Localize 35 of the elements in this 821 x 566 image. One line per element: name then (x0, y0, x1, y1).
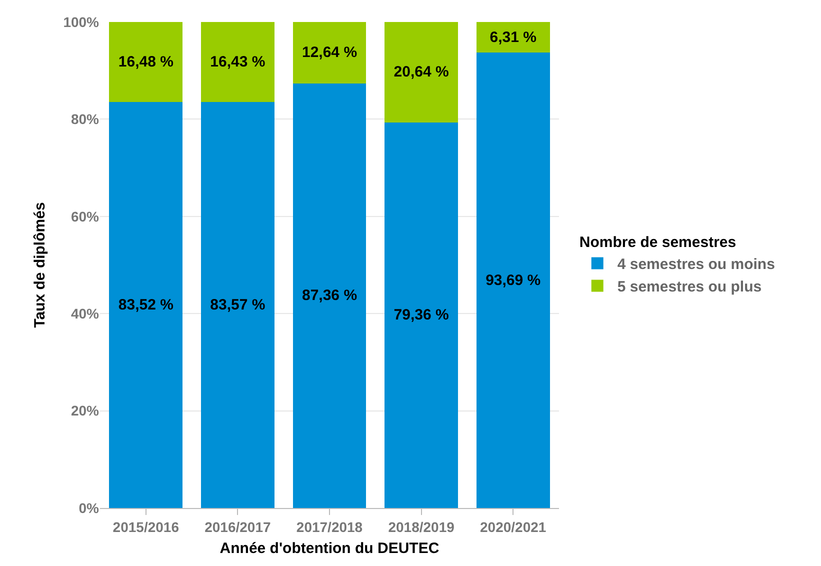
data-label: 93,69 % (486, 272, 541, 289)
data-label: 87,36 % (302, 287, 358, 304)
legend-title: Nombre de semestres (579, 234, 736, 251)
bar (200, 22, 274, 102)
y-tick-label: 40% (70, 306, 100, 322)
x-tick-label: 2016/2017 (204, 518, 271, 535)
x-tick-label: 2017/2018 (296, 518, 363, 535)
data-label: 6,31 % (490, 28, 536, 46)
bar (476, 52, 550, 508)
x-tick-label: 2020/2021 (480, 518, 546, 535)
bar (109, 22, 183, 102)
y-tick-label: 60% (70, 208, 100, 224)
y-tick-label: 20% (70, 402, 100, 419)
legend-label: 4 semestres ou moins (617, 256, 775, 274)
data-label: 16,48 % (118, 54, 174, 71)
data-label: 79,36 % (394, 306, 449, 324)
x-tick-label: 2015/2016 (112, 518, 180, 535)
bar (384, 22, 458, 122)
data-label: 83,57 % (210, 296, 266, 314)
y-axis-title: Taux de diplômés (31, 202, 48, 328)
legend-label: 5 semestres ou plus (617, 278, 762, 296)
bar (384, 122, 458, 508)
bar (292, 22, 366, 84)
y-tick-label: 100% (63, 14, 100, 30)
x-axis-title: Année d'obtention du DEUTEC (220, 540, 440, 557)
bar (292, 83, 366, 508)
bar (109, 102, 183, 508)
y-tick-label: 80% (70, 111, 100, 128)
bar (200, 102, 274, 508)
data-label: 12,64 % (302, 44, 358, 62)
x-tick-label: 2018/2019 (388, 518, 455, 535)
data-label: 83,52 % (118, 296, 174, 314)
data-label: 20,64 % (394, 64, 449, 81)
data-label: 16,43 % (210, 53, 266, 70)
y-tick-label: 0% (78, 500, 100, 516)
